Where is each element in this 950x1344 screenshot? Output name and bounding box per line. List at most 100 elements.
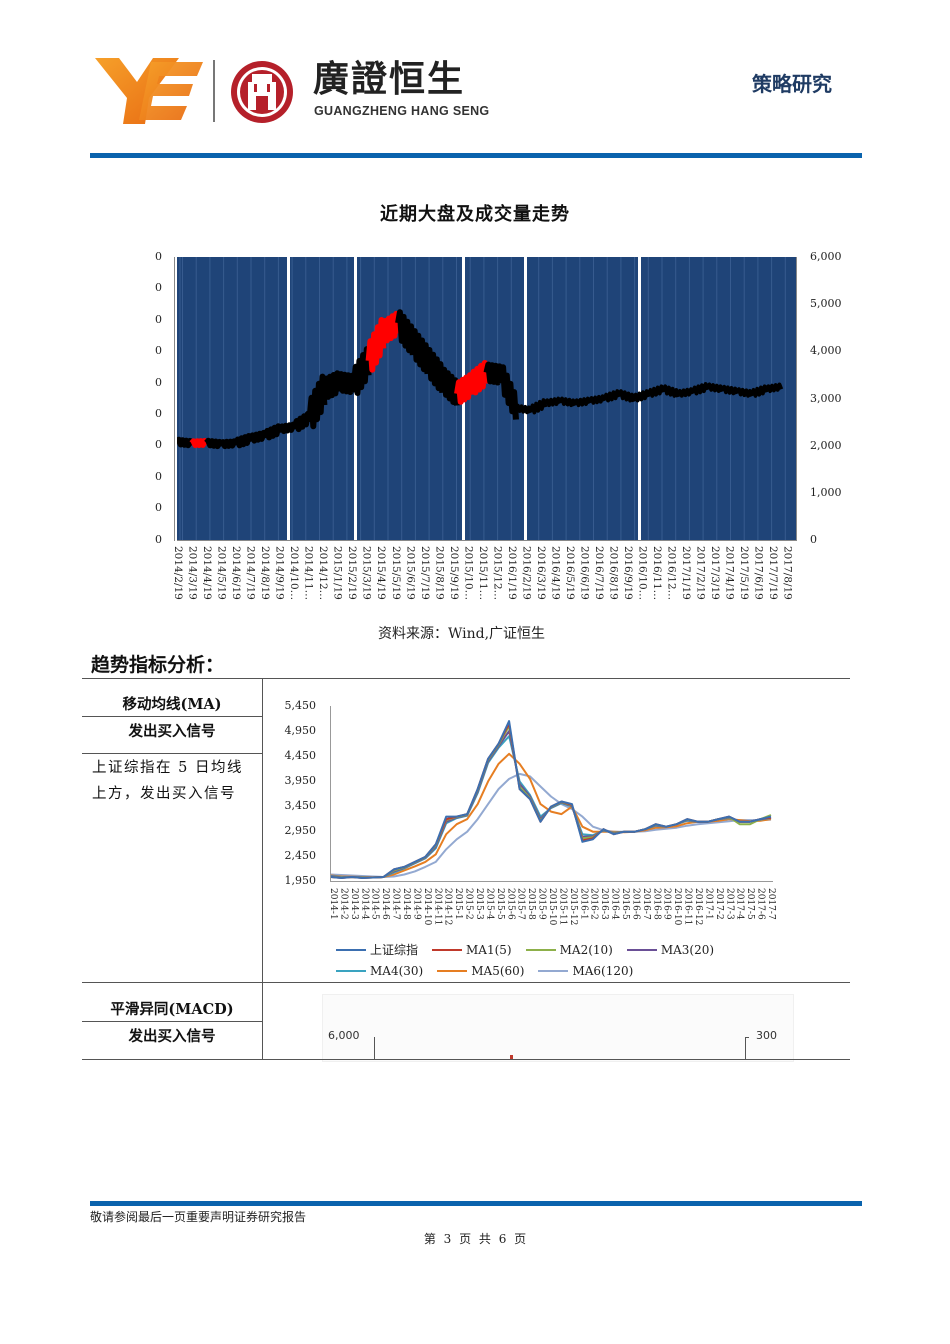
right-axis-tick: 5,000 — [810, 297, 842, 311]
ma-x-label: 2015-1 — [453, 888, 464, 920]
ma-x-label: 2015-5 — [494, 888, 505, 920]
x-axis-label: 2014/9/19 — [273, 546, 286, 600]
ma-x-label: 2014-6 — [380, 888, 391, 920]
legend-swatch-icon — [336, 970, 366, 972]
ma-chart — [330, 706, 773, 882]
ma-x-label: 2016-2 — [588, 888, 599, 920]
right-axis-tick: 4,000 — [810, 344, 842, 358]
left-axis-tick: 0 — [155, 312, 162, 326]
ma-x-label: 2016-9 — [661, 888, 672, 920]
page-number: 第 3 页 共 6 页 — [423, 1232, 527, 1246]
hang-seng-logo-icon — [230, 60, 294, 124]
legend-item: MA5(60) — [437, 964, 524, 978]
left-axis-tick: 0 — [155, 281, 162, 295]
x-axis-label: 2014/7/19 — [244, 546, 257, 600]
legend-swatch-icon — [626, 948, 657, 951]
legend-swatch-icon — [538, 970, 569, 972]
legend-label: MA6(120) — [572, 964, 634, 978]
macd-right-axis — [745, 1037, 746, 1060]
ma-y-tick: 1,950 — [284, 874, 317, 887]
left-axis-tick: 0 — [155, 501, 162, 515]
legend-item: MA2(10) — [525, 941, 613, 958]
ma-signal: 发出买入信号 — [128, 723, 216, 740]
ma-x-label: 2014-8 — [401, 888, 411, 920]
ma-x-label: 2017-4 — [734, 888, 745, 920]
ma-x-label: 2014-10 — [421, 888, 432, 926]
logo-divider — [213, 60, 215, 122]
x-axis-label: 2014/3/19 — [186, 546, 199, 600]
ma-x-label: 2015-3 — [474, 888, 484, 920]
ma-x-label: 2014-9 — [411, 888, 422, 920]
ma-x-label: 2015-8 — [526, 888, 537, 920]
row-divider — [82, 982, 850, 983]
ma-x-label: 2016-7 — [640, 888, 651, 920]
left-axis-line — [174, 257, 175, 541]
table-bottom-border — [82, 1059, 850, 1060]
right-axis-tick: 6,000 — [810, 250, 842, 263]
x-axis-label: 2016/4/19 — [549, 546, 562, 600]
macd-signal: 发出买入信号 — [128, 1028, 216, 1045]
macd-left-tick: 6,000 — [328, 1029, 360, 1042]
x-axis-label: 2015/6/19 — [404, 546, 417, 600]
x-axis-label: 2016/11… — [651, 546, 664, 601]
ma-x-label: 2014-7 — [390, 888, 401, 920]
x-axis-label: 2017/2/19 — [694, 546, 707, 600]
ma-x-label: 2016-6 — [630, 888, 641, 920]
macd-right-tick-mark — [745, 1037, 749, 1038]
ma-x-label: 2016-3 — [599, 888, 610, 920]
legend-label: MA5(60) — [471, 964, 525, 978]
ma-x-label: 2017-3 — [724, 888, 735, 920]
ma-indicator-name: 移动均线(MA) — [122, 696, 222, 713]
ma-description-line2: 上方，发出买入信号 — [92, 786, 236, 802]
row-divider — [82, 716, 262, 717]
ma-x-label: 2016-5 — [620, 888, 630, 920]
table-top-border — [82, 678, 850, 679]
ma-y-tick: 4,450 — [284, 749, 317, 762]
legend-item: 上证综指 — [336, 941, 418, 958]
footer-disclaimer: 敬请参阅最后一页重要声明证券研究报告 — [90, 1210, 307, 1224]
index-volume-chart — [177, 257, 796, 540]
ma-x-label: 2017-7 — [766, 888, 776, 920]
legend-swatch-icon — [437, 970, 468, 972]
ma-y-tick: 2,950 — [284, 824, 317, 837]
x-axis-label: 2014/4/19 — [201, 546, 214, 600]
macd-left-axis — [374, 1037, 375, 1060]
ma-legend: 上证综指 MA1(5) MA2(10) MA3(20) MA4(30) MA5(60) MA… — [336, 941, 756, 978]
x-axis-label: 2014/12… — [317, 546, 330, 601]
x-axis-label: 2015/11… — [476, 546, 489, 601]
left-axis-tick: 0 — [155, 344, 162, 358]
left-axis-tick: 0 — [155, 469, 162, 483]
ma-x-label: 2014-2 — [338, 888, 349, 920]
x-axis-label: 2015/9/19 — [447, 546, 460, 600]
ma-y-tick: 2,450 — [284, 849, 317, 862]
right-axis-tick: 1,000 — [810, 486, 842, 499]
legend-label: MA2(10) — [559, 942, 613, 957]
x-axis-label: 2017/4/19 — [723, 546, 736, 600]
ma-x-label: 2014-1 — [328, 888, 338, 920]
ma-x-label: 2016-12 — [693, 888, 703, 926]
ma-x-label: 2015-10 — [547, 888, 557, 926]
macd-bar — [510, 1055, 513, 1060]
table-column-divider — [262, 678, 263, 1060]
legend-swatch-icon — [432, 948, 463, 951]
x-axis-label: 2016/12… — [665, 546, 678, 601]
x-axis-label: 2017/7/19 — [767, 546, 780, 600]
legend-label: MA3(20) — [660, 942, 715, 957]
macd-chart — [322, 994, 794, 1062]
right-axis-tick: 3,000 — [810, 391, 842, 405]
footer-rule — [90, 1201, 862, 1206]
ma-x-label: 2015-7 — [515, 888, 526, 920]
header-rule — [90, 153, 862, 158]
ma-y-tick: 4,950 — [284, 724, 317, 737]
x-axis-label: 2015/12… — [491, 546, 504, 601]
ma-x-label: 2015-9 — [536, 888, 547, 920]
chart-title: 近期大盘及成交量走势 — [380, 204, 570, 225]
company-logo-ye — [95, 58, 203, 124]
ma-x-label: 2016-4 — [609, 888, 620, 920]
x-axis-label: 2015/2/19 — [346, 546, 359, 600]
left-axis-tick: 0 — [155, 375, 162, 389]
x-axis-label: 2014/5/19 — [215, 546, 228, 600]
x-axis-label: 2014/6/19 — [230, 546, 243, 600]
trend-heading: 趋势指标分析： — [91, 654, 225, 676]
x-axis-label: 2017/3/19 — [709, 546, 722, 600]
